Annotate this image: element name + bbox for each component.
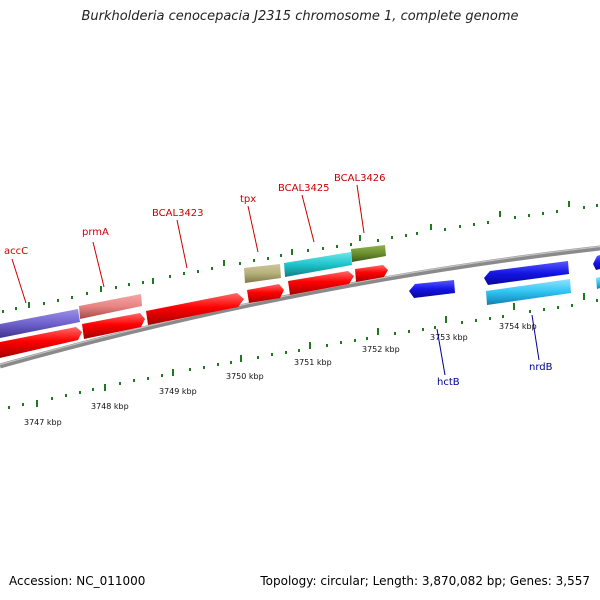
accession-info: Accession: NC_011000: [9, 574, 146, 588]
scale-label: 3747 kbp: [24, 418, 62, 427]
gene-labels: accC prmA BCAL3423 tpx BCAL3425 BCAL3426…: [4, 173, 553, 388]
gene-arrow: [82, 313, 145, 339]
gene-BCAL3426-feature: [351, 245, 386, 262]
gene-label-hctB: hctB: [437, 377, 460, 388]
gene-arrow: [484, 261, 569, 285]
outer-feature-track: [0, 245, 386, 338]
gene-accC-feature: [0, 309, 80, 338]
topology-info: Topology: circular; Length: 3,870,082 bp…: [260, 574, 590, 588]
scale-label: 3750 kbp: [226, 372, 264, 381]
gene-BCAL3425-feature: [284, 252, 352, 277]
gene-arrow: [355, 265, 388, 282]
gene-arrow: [247, 284, 284, 303]
gene-tpx-feature: [244, 264, 281, 283]
scale-label: 3754 kbp: [499, 322, 537, 331]
gene-arrow: [0, 327, 82, 358]
scale-label: 3748 kbp: [91, 402, 129, 411]
gene-arrow: [596, 277, 600, 289]
gene-arrow: [288, 271, 354, 295]
scale-label: 3749 kbp: [159, 387, 197, 396]
gene-label-prmA: prmA: [82, 227, 109, 238]
lower-scale-ticks: [8, 293, 598, 409]
scale-labels: 3747 kbp 3748 kbp 3749 kbp 3750 kbp 3751…: [24, 322, 537, 427]
genome-backbone: [0, 245, 600, 369]
gene-arrow: [593, 255, 600, 270]
map-title: Burkholderia cenocepacia J2315 chromosom…: [81, 9, 519, 24]
gene-prmA-feature: [79, 294, 142, 319]
scale-label: 3753 kbp: [430, 333, 468, 342]
gene-arrow: [146, 293, 244, 325]
gene-hctB-arrow: [409, 280, 455, 298]
upper-scale-ticks: [2, 201, 598, 313]
scale-label: 3752 kbp: [362, 345, 400, 354]
gene-label-accC: accC: [4, 246, 28, 257]
gene-label-BCAL3425: BCAL3425: [278, 183, 330, 194]
forward-strand-genes: [0, 265, 388, 358]
label-leader-lines: [11, 184, 540, 376]
gene-label-nrdB: nrdB: [529, 362, 553, 373]
scale-label: 3751 kbp: [294, 358, 332, 367]
gene-label-BCAL3423: BCAL3423: [152, 208, 204, 219]
reverse-strand-genes: [409, 255, 600, 305]
gene-nrdB-feature: [486, 279, 571, 305]
gene-label-tpx: tpx: [240, 194, 256, 205]
gene-label-BCAL3426: BCAL3426: [334, 173, 386, 184]
